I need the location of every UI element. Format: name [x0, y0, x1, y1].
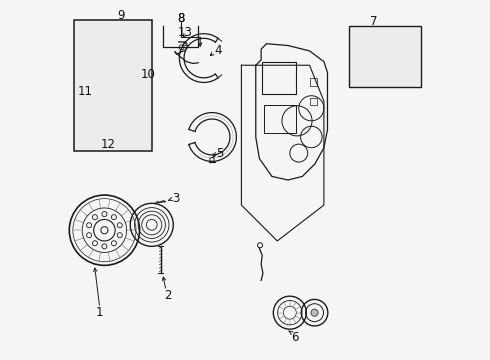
Bar — [264, 105, 296, 134]
Text: 3: 3 — [172, 192, 180, 205]
Circle shape — [122, 70, 126, 74]
Text: 6: 6 — [292, 330, 299, 343]
Bar — [123, 69, 134, 75]
Bar — [74, 21, 152, 151]
Text: 9: 9 — [118, 9, 125, 22]
Text: 8: 8 — [177, 12, 185, 25]
Text: 4: 4 — [215, 44, 222, 57]
Circle shape — [128, 70, 132, 74]
Bar — [349, 26, 421, 87]
Bar — [310, 98, 317, 105]
Text: 1: 1 — [96, 306, 103, 319]
Text: 13: 13 — [177, 27, 192, 40]
Text: 11: 11 — [78, 85, 93, 98]
Bar — [262, 62, 296, 94]
Text: 2: 2 — [164, 289, 171, 302]
Text: 12: 12 — [100, 138, 116, 150]
Text: 7: 7 — [370, 15, 378, 28]
Bar — [310, 78, 318, 86]
Text: 5: 5 — [216, 147, 223, 159]
Circle shape — [311, 309, 318, 316]
Text: 10: 10 — [141, 68, 156, 81]
Text: 8: 8 — [177, 12, 184, 25]
